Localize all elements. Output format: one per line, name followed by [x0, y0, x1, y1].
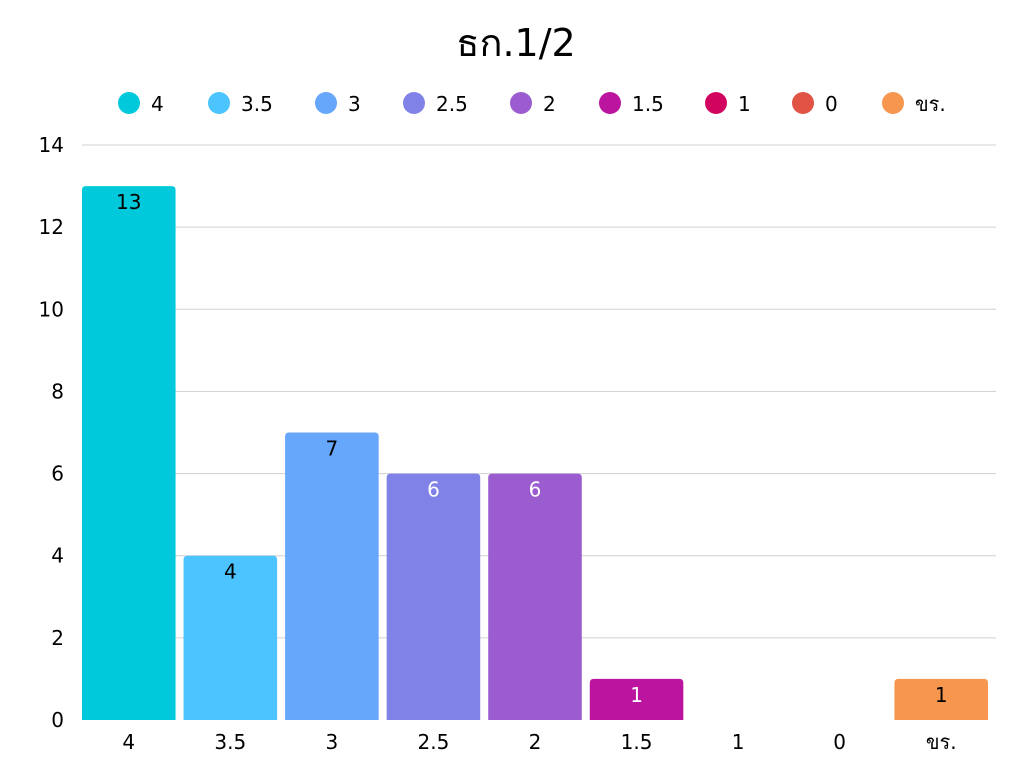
x-tick-label: 1.5 — [621, 730, 653, 754]
x-tick-label: 4 — [122, 730, 135, 754]
legend-item: 1.5 — [599, 92, 664, 116]
legend-swatch — [315, 92, 337, 114]
legend-item: 4 — [118, 92, 164, 116]
bars: 13 4 7 6 6 1 1 — [82, 186, 988, 721]
bar-4 — [82, 186, 176, 721]
legend-swatch — [403, 92, 425, 114]
legend-swatch — [208, 92, 230, 114]
y-tick-label: 4 — [51, 544, 64, 568]
legend-label: 4 — [151, 92, 164, 116]
legend-label: 3 — [348, 92, 361, 116]
data-label: 13 — [116, 190, 141, 214]
y-tick-label: 14 — [39, 133, 64, 157]
legend-item: 3.5 — [208, 92, 273, 116]
x-tick-label: 2.5 — [418, 730, 450, 754]
legend-label: 1.5 — [632, 92, 664, 116]
legend-swatch — [705, 92, 727, 114]
x-tick-label: 1 — [732, 730, 745, 754]
bar-1.5 — [589, 678, 684, 720]
y-tick-label: 12 — [39, 215, 64, 239]
bar-3 — [285, 432, 379, 720]
bar-2 — [488, 473, 582, 720]
y-tick-label: 8 — [51, 379, 64, 403]
legend-label: 2.5 — [436, 92, 468, 116]
legend: 4 3.5 3 2.5 2 1.5 1 0 ขร. — [118, 92, 946, 116]
x-tick-label: ขร. — [926, 730, 957, 754]
bar-ขร. — [894, 678, 988, 720]
x-tick-label: 2 — [529, 730, 542, 754]
data-label: 7 — [326, 437, 339, 461]
legend-item: 2 — [510, 92, 556, 116]
bar-3.5 — [183, 555, 278, 720]
legend-label: ขร. — [915, 92, 946, 116]
data-label: 6 — [427, 478, 440, 502]
data-label: 6 — [529, 478, 542, 502]
x-axis: 4 3.5 3 2.5 2 1.5 1 0 ขร. — [122, 730, 956, 754]
legend-swatch — [510, 92, 532, 114]
legend-swatch — [792, 92, 814, 114]
y-tick-label: 6 — [51, 462, 64, 486]
legend-label: 2 — [543, 92, 556, 116]
y-tick-label: 10 — [39, 297, 64, 321]
legend-item: 2.5 — [403, 92, 468, 116]
legend-swatch — [118, 92, 140, 114]
legend-item: 0 — [792, 92, 838, 116]
legend-item: 1 — [705, 92, 751, 116]
bar-2.5 — [386, 473, 481, 720]
legend-item: 3 — [315, 92, 361, 116]
legend-label: 1 — [738, 92, 751, 116]
y-axis: 0 2 4 6 8 10 12 14 — [39, 133, 64, 732]
chart-title: ธก.1/2 — [456, 21, 575, 65]
legend-swatch — [599, 92, 621, 114]
legend-swatch — [882, 92, 904, 114]
y-tick-label: 0 — [51, 708, 64, 732]
data-label: 4 — [224, 560, 237, 584]
x-tick-label: 3.5 — [214, 730, 246, 754]
data-label: 1 — [630, 683, 643, 707]
legend-label: 3.5 — [241, 92, 273, 116]
x-tick-label: 3 — [326, 730, 339, 754]
legend-label: 0 — [825, 92, 838, 116]
y-tick-label: 2 — [51, 626, 64, 650]
legend-item: ขร. — [882, 92, 946, 116]
data-label: 1 — [935, 683, 948, 707]
x-tick-label: 0 — [833, 730, 846, 754]
